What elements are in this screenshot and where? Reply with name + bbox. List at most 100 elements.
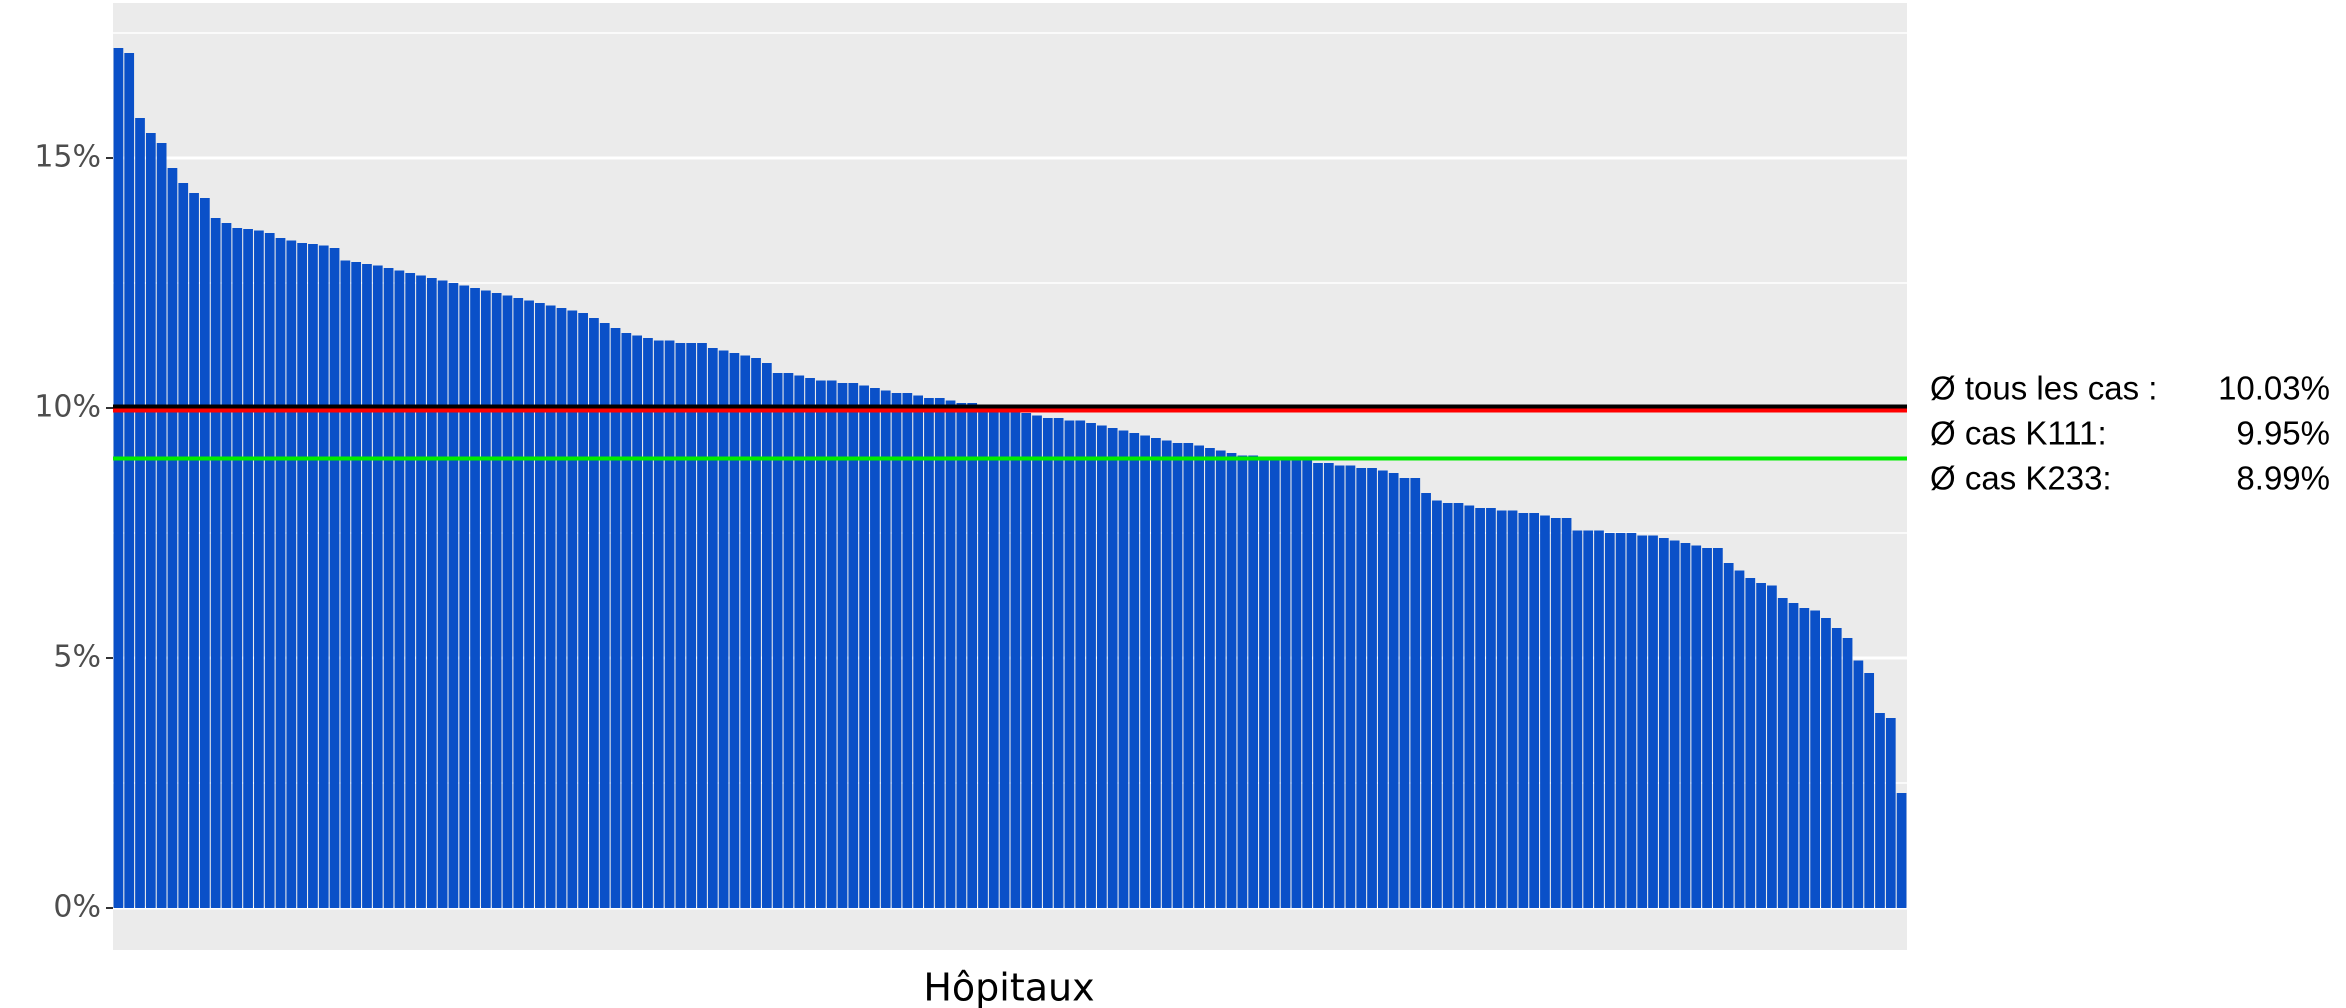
bar (1194, 445, 1204, 908)
x-axis-label: Hôpitaux (923, 966, 1094, 1008)
bar (1388, 473, 1399, 908)
bar (459, 285, 470, 908)
bar (135, 118, 145, 908)
bar (167, 168, 178, 908)
y-tick-label: 0% (53, 890, 101, 925)
y-tick-label: 15% (34, 140, 101, 175)
bar (232, 228, 243, 908)
bar (243, 229, 253, 908)
bar (643, 338, 653, 908)
bar (1291, 460, 1302, 908)
bar (351, 262, 362, 908)
annotation-label: Ø cas K111: (1930, 415, 2107, 452)
bar (189, 193, 199, 908)
bar (1529, 513, 1540, 908)
bar (1885, 718, 1896, 908)
bar (686, 343, 697, 908)
bar (480, 290, 491, 908)
bar (1421, 493, 1431, 908)
bar (1896, 793, 1907, 908)
bar (1248, 455, 1259, 908)
bar (1658, 538, 1669, 908)
bar (1691, 545, 1702, 908)
annotation-value: 9.95% (2236, 415, 2330, 452)
bar (254, 230, 264, 908)
bar (621, 333, 632, 908)
bar (729, 353, 740, 908)
bar (632, 335, 643, 908)
annotation-value: 8.99% (2236, 460, 2330, 497)
bar (1540, 515, 1550, 908)
bar (394, 270, 405, 908)
bar (1842, 638, 1853, 908)
bar (1561, 518, 1572, 908)
bar (761, 363, 772, 908)
bar (978, 405, 988, 908)
bar (556, 308, 567, 908)
bar (1334, 465, 1345, 908)
bar (1064, 420, 1075, 908)
bar (1410, 478, 1421, 908)
bar (1280, 458, 1291, 908)
bar (870, 388, 880, 908)
bar (1734, 570, 1745, 908)
bar (1831, 628, 1842, 908)
bar (372, 265, 383, 908)
bar (805, 378, 815, 908)
bar (1205, 448, 1215, 908)
bar (999, 408, 1010, 908)
bar (1486, 508, 1496, 908)
bar (502, 295, 513, 908)
bar (1075, 420, 1086, 908)
bar (156, 143, 167, 908)
bar (1021, 413, 1032, 908)
bar (362, 264, 372, 908)
bar (1453, 503, 1464, 908)
bar (1183, 443, 1194, 908)
bar (286, 240, 297, 908)
bar (1475, 508, 1485, 908)
bar (1367, 468, 1377, 908)
bar (967, 403, 978, 908)
bar (329, 248, 340, 908)
bar (945, 400, 956, 908)
bar (891, 393, 902, 908)
bar (1399, 478, 1410, 908)
bar (1572, 530, 1583, 908)
bar (1507, 510, 1518, 908)
bar (178, 183, 189, 908)
bar (1129, 433, 1140, 908)
bar (275, 238, 286, 908)
bar (1161, 440, 1172, 908)
bar (1702, 548, 1712, 908)
bar (491, 293, 502, 908)
bar (664, 340, 675, 908)
bar (1086, 423, 1096, 908)
bar (1313, 463, 1323, 908)
bar (1432, 500, 1442, 908)
bar (1637, 535, 1648, 908)
bar (383, 268, 394, 908)
bar (1237, 455, 1248, 908)
bar (783, 373, 794, 908)
bar (1096, 425, 1107, 908)
bar (1302, 460, 1313, 908)
annotation-label: Ø cas K233: (1930, 460, 2112, 497)
bar (718, 350, 729, 908)
bar (794, 375, 805, 908)
bar (1853, 660, 1864, 908)
bar (405, 273, 416, 908)
bar (1042, 418, 1053, 908)
bar (340, 260, 351, 908)
bar (1118, 430, 1129, 908)
bar (599, 323, 610, 908)
bar (264, 233, 275, 908)
bar (145, 133, 156, 908)
bar (210, 218, 221, 908)
bar (513, 298, 524, 908)
annotation-label: Ø tous les cas : (1930, 370, 2157, 407)
bar (1626, 533, 1637, 908)
bar (1269, 458, 1280, 908)
bar (199, 198, 210, 908)
